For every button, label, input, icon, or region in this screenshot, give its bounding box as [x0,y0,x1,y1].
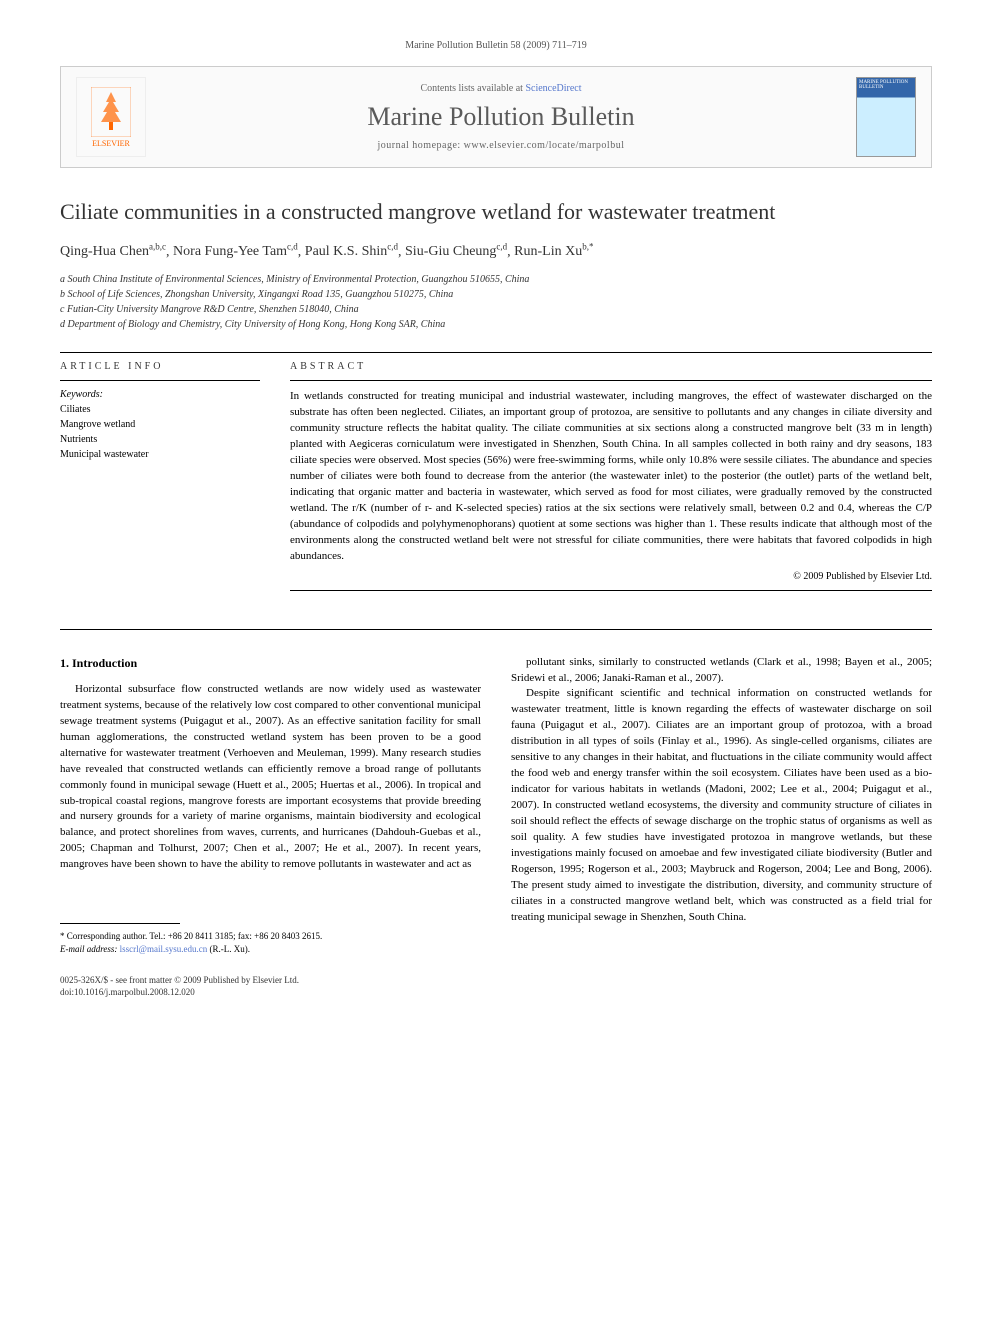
keyword: Mangrove wetland [60,417,260,432]
abstract-text: In wetlands constructed for treating mun… [290,389,932,564]
journal-homepage: journal homepage: www.elsevier.com/locat… [146,140,856,151]
footnote-separator [60,923,180,924]
email-suffix: (R.-L. Xu). [207,944,250,954]
right-column: pollutant sinks, similarly to constructe… [511,655,932,956]
divider [290,380,932,381]
divider [290,590,932,591]
article-title: Ciliate communities in a constructed man… [60,198,932,227]
keywords-label: Keywords: [60,389,260,400]
abstract-heading: ABSTRACT [290,361,932,372]
email-label: E-mail address: [60,944,120,954]
footnote-corr: * Corresponding author. Tel.: +86 20 841… [60,930,481,943]
author: Run-Lin Xub,* [514,244,593,259]
divider [60,380,260,381]
abstract-col: ABSTRACT In wetlands constructed for tre… [290,361,932,598]
author: Siu-Giu Cheungc,d [405,244,507,259]
journal-name: Marine Pollution Bulletin [146,102,856,132]
sciencedirect-link[interactable]: ScienceDirect [525,83,581,94]
elsevier-label: ELSEVIER [92,139,130,148]
keyword: Ciliates [60,402,260,417]
keyword: Municipal wastewater [60,447,260,462]
body-paragraph: pollutant sinks, similarly to constructe… [511,655,932,687]
info-abstract-row: ARTICLE INFO Keywords: Ciliates Mangrove… [60,361,932,598]
body-paragraph: Despite significant scientific and techn… [511,686,932,925]
body-columns: 1. Introduction Horizontal subsurface fl… [60,655,932,956]
footnote-email-line: E-mail address: lsscrl@mail.sysu.edu.cn … [60,943,481,956]
affiliation: b School of Life Sciences, Zhongshan Uni… [60,287,932,302]
elsevier-logo: ELSEVIER [76,77,146,157]
article-info-heading: ARTICLE INFO [60,361,260,372]
elsevier-tree-icon [91,87,131,137]
author: Paul K.S. Shinc,d [305,244,398,259]
author: Nora Fung-Yee Tamc,d [173,244,298,259]
keyword: Nutrients [60,432,260,447]
affiliations: a South China Institute of Environmental… [60,272,932,332]
contents-label: Contents lists available at [420,83,525,94]
divider [60,352,932,353]
contents-line: Contents lists available at ScienceDirec… [146,83,856,94]
email-link[interactable]: lsscrl@mail.sysu.edu.cn [120,944,208,954]
body-paragraph: Horizontal subsurface flow constructed w… [60,682,481,873]
abstract-copyright: © 2009 Published by Elsevier Ltd. [290,571,932,582]
author-list: Qing-Hua Chena,b,c, Nora Fung-Yee Tamc,d… [60,242,932,261]
section-heading-intro: 1. Introduction [60,655,481,672]
doi-line: doi:10.1016/j.marpolbul.2008.12.020 [60,987,932,999]
journal-cover-thumbnail: MARINE POLLUTION BULLETIN [856,77,916,157]
keywords-list: Ciliates Mangrove wetland Nutrients Muni… [60,402,260,462]
issn-line: 0025-326X/$ - see front matter © 2009 Pu… [60,975,932,987]
journal-citation: Marine Pollution Bulletin 58 (2009) 711–… [60,40,932,51]
front-matter-footer: 0025-326X/$ - see front matter © 2009 Pu… [60,975,932,998]
article-info-col: ARTICLE INFO Keywords: Ciliates Mangrove… [60,361,260,598]
affiliation: d Department of Biology and Chemistry, C… [60,317,932,332]
left-column: 1. Introduction Horizontal subsurface fl… [60,655,481,956]
affiliation: a South China Institute of Environmental… [60,272,932,287]
divider [60,629,932,630]
author: Qing-Hua Chena,b,c [60,244,166,259]
banner-center: Contents lists available at ScienceDirec… [146,83,856,151]
journal-banner: ELSEVIER Contents lists available at Sci… [60,66,932,168]
corresponding-author-footnote: * Corresponding author. Tel.: +86 20 841… [60,930,481,955]
affiliation: c Futian-City University Mangrove R&D Ce… [60,302,932,317]
